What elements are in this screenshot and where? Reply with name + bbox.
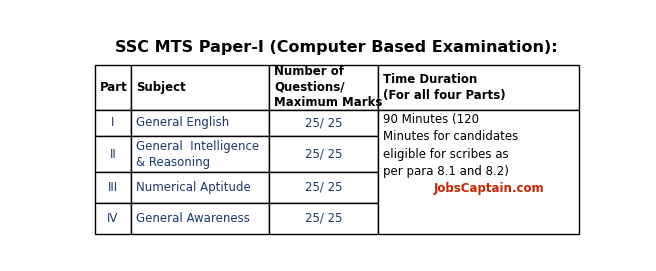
Bar (131, 136, 269, 172)
Text: SSC MTS Paper-I (Computer Based Examination):: SSC MTS Paper-I (Computer Based Examinat… (115, 40, 558, 55)
Text: III: III (108, 181, 118, 194)
Bar (269, 65, 378, 110)
Text: Part: Part (100, 81, 127, 94)
Text: Time Duration
(For all four Parts): Time Duration (For all four Parts) (383, 73, 506, 102)
Bar (131, 110, 269, 136)
Text: 25/ 25: 25/ 25 (305, 181, 342, 194)
Text: Numerical Aptitude: Numerical Aptitude (136, 181, 251, 194)
Text: I: I (111, 116, 115, 129)
Bar (269, 203, 378, 234)
Text: 90 Minutes (120
Minutes for candidates
eligible for scribes as
per para 8.1 and : 90 Minutes (120 Minutes for candidates e… (383, 113, 518, 178)
Bar (131, 172, 269, 203)
Bar (94, 110, 131, 136)
Text: 25/ 25: 25/ 25 (305, 116, 342, 129)
Bar (269, 110, 378, 136)
Bar (131, 203, 269, 234)
Bar (378, 110, 579, 234)
Text: Number of
Questions/
Maximum Marks: Number of Questions/ Maximum Marks (274, 65, 382, 109)
Text: 25/ 25: 25/ 25 (305, 147, 342, 160)
Bar (94, 65, 131, 110)
Bar (131, 65, 269, 110)
Bar (94, 203, 131, 234)
Text: General Awareness: General Awareness (136, 212, 250, 225)
Text: JobsCaptain.com: JobsCaptain.com (434, 182, 544, 195)
Bar (269, 172, 378, 203)
Text: IV: IV (107, 212, 119, 225)
Bar (378, 65, 579, 110)
Bar (94, 172, 131, 203)
Text: 25/ 25: 25/ 25 (305, 212, 342, 225)
Text: Subject: Subject (136, 81, 186, 94)
Bar (94, 136, 131, 172)
Bar (269, 136, 378, 172)
Text: General English: General English (136, 116, 230, 129)
Text: II: II (110, 147, 116, 160)
Text: General  Intelligence
& Reasoning: General Intelligence & Reasoning (136, 140, 259, 169)
